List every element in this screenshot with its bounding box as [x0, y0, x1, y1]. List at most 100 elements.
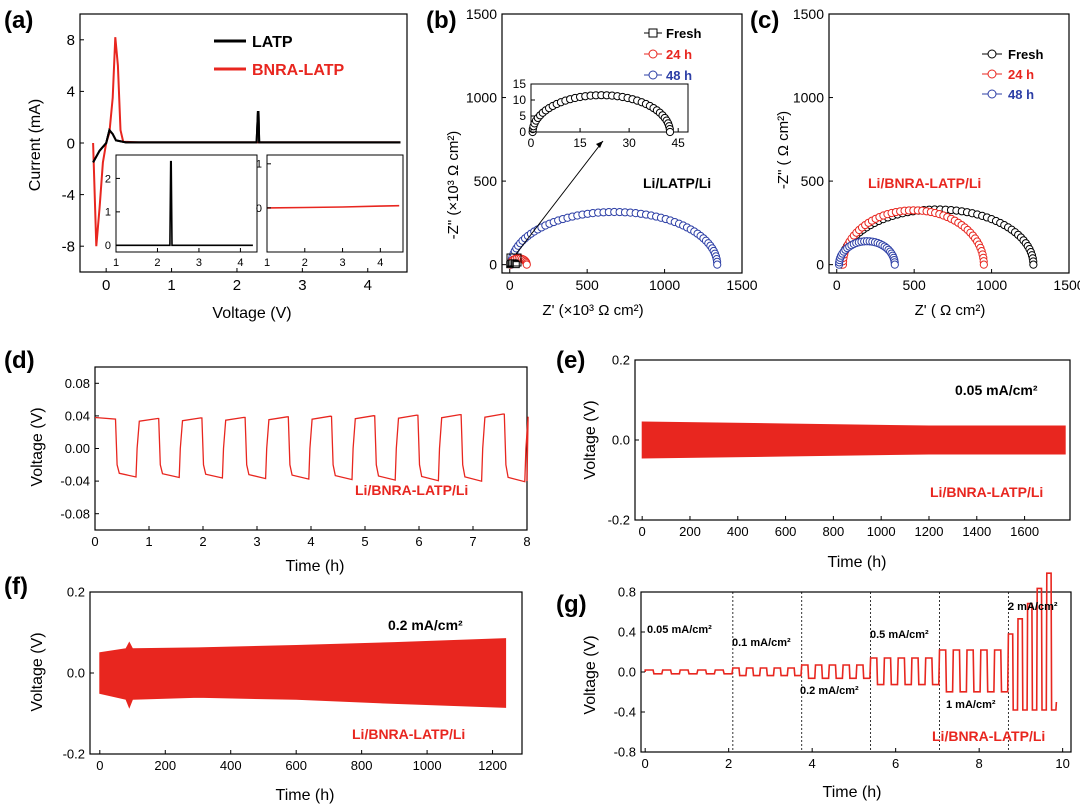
annotation-e: Li/BNRA-LATP/Li — [930, 484, 1043, 500]
b-xtick-label: 1000 — [649, 277, 680, 293]
e-xtick-label: 1400 — [962, 524, 991, 539]
a-inset2-xtick-label: 1 — [264, 257, 270, 269]
xlabel-b: Z' (×10³ Ω cm²) — [542, 302, 643, 319]
d-xtick-label: 6 — [415, 534, 422, 549]
inset1-bg — [117, 156, 256, 251]
a-inset2-xtick-label: 3 — [339, 257, 345, 269]
xlabel-a: Voltage (V) — [212, 305, 291, 322]
annotation-b: Li/LATP/Li — [643, 175, 711, 191]
a-ytick-label: -4 — [62, 187, 75, 204]
c-xtick-label: 500 — [902, 277, 926, 293]
annotation-c: Li/BNRA-LATP/Li — [868, 175, 981, 191]
d-ytick-label: 0.00 — [65, 441, 90, 456]
marks-a — [92, 37, 404, 253]
ylabel-g: Voltage (V) — [582, 635, 599, 714]
marks-e — [641, 421, 1066, 459]
a-inset2-xtick-label: 4 — [377, 257, 383, 269]
a-xtick-label: 1 — [167, 277, 175, 294]
band-e — [641, 421, 1066, 459]
d-xtick-label: 8 — [523, 534, 530, 549]
rate-label-g-5: 1 mA/cm² — [946, 699, 996, 711]
e-xtick-label: 800 — [823, 524, 845, 539]
b-inset-ytick-label: 10 — [513, 93, 527, 107]
f-xtick-label: 400 — [220, 758, 242, 773]
inset1-border — [115, 154, 258, 253]
f-xtick-label: 600 — [285, 758, 307, 773]
g-ytick-label: -0.4 — [614, 705, 636, 720]
d-ytick-label: 0.08 — [65, 376, 90, 391]
d-xtick-label: 0 — [91, 534, 98, 549]
f-xtick-label: 0 — [96, 758, 103, 773]
d-ytick-label: -0.08 — [60, 506, 90, 521]
point-fresh — [665, 127, 675, 137]
g-ytick-label: 0.0 — [618, 665, 636, 680]
b-inset-ytick-label: 5 — [519, 109, 526, 123]
ylabel-d: Voltage (V) — [29, 407, 46, 486]
a-inset1-ytick-label: 1 — [105, 207, 111, 219]
current-density-e: 0.05 mA/cm² — [955, 382, 1038, 398]
annotation-g: Li/BNRA-LATP/Li — [932, 728, 1045, 744]
annotation-f: Li/BNRA-LATP/Li — [352, 726, 465, 742]
f-ytick-label: -0.2 — [63, 747, 85, 762]
c-ytick-label: 1500 — [793, 6, 824, 22]
a-inset2-ytick-label: 0 — [256, 203, 262, 215]
b-ytick-label: 1500 — [466, 6, 497, 22]
rate-label-g-3: 0.2 mA/cm² — [800, 685, 859, 697]
a-inset1-ytick-label: 0 — [105, 240, 111, 252]
xlabel-e: Time (h) — [828, 554, 887, 571]
a-ytick-label: 0 — [67, 135, 75, 152]
b-xtick-label: 500 — [575, 277, 599, 293]
f-ytick-label: 0.0 — [67, 666, 85, 681]
rate-label-g-6: 2 mA/cm² — [1008, 601, 1058, 613]
panel-label-d: (d) — [4, 347, 35, 374]
zoom-box — [506, 253, 522, 267]
g-xtick-label: 4 — [809, 756, 816, 771]
d-xtick-label: 5 — [361, 534, 368, 549]
c-xtick-label: 1500 — [1053, 277, 1080, 293]
b-inset-ytick-label: 15 — [513, 77, 527, 91]
xlabel-f: Time (h) — [276, 787, 335, 804]
series-voltage-g — [644, 572, 1058, 711]
rate-label-g-2: 0.1 mA/cm² — [732, 637, 791, 649]
a-ytick-label: 4 — [67, 84, 75, 101]
a-ytick-label: 8 — [67, 32, 75, 49]
e-xtick-label: 0 — [639, 524, 646, 539]
a-xtick-label: 3 — [298, 277, 306, 294]
b-ytick-label: 500 — [474, 173, 498, 189]
series-latp-top — [92, 111, 401, 163]
inset2-series-bnra — [266, 204, 400, 209]
a-xtick-label: 0 — [102, 277, 110, 294]
series-voltage-d — [94, 413, 529, 483]
f-xtick-label: 1200 — [478, 758, 507, 773]
point-48h — [890, 260, 899, 269]
legend-b-24h-mark — [648, 49, 658, 59]
f-xtick-label: 1000 — [413, 758, 442, 773]
b-inset-xtick-label: 15 — [573, 136, 587, 150]
e-xtick-label: 200 — [679, 524, 701, 539]
panel-label-e: (e) — [556, 347, 585, 374]
a-inset1-ytick-label: 2 — [105, 173, 111, 185]
a-xtick-label: 4 — [364, 277, 372, 294]
ylabel-f: Voltage (V) — [29, 632, 46, 711]
a-inset1-xtick-label: 3 — [196, 257, 202, 269]
zoom-arrow — [515, 140, 604, 255]
frame-c — [828, 13, 1070, 274]
c-xtick-label: 1000 — [976, 277, 1007, 293]
current-density-f: 0.2 mA/cm² — [388, 617, 463, 633]
c-ytick-label: 0 — [816, 257, 824, 273]
panel-label-f: (f) — [4, 573, 28, 600]
b-xtick-label: 1500 — [726, 277, 757, 293]
legend-c-fresh: Fresh — [1008, 47, 1043, 62]
zoom-arrowhead — [596, 141, 603, 148]
panel-label-c: (c) — [750, 7, 779, 34]
a-inset1-xtick-label: 4 — [237, 257, 243, 269]
e-ytick-label: 0.0 — [612, 433, 630, 448]
b-inset-xtick-label: 30 — [622, 136, 636, 150]
e-ytick-label: -0.2 — [608, 513, 630, 528]
e-xtick-label: 1600 — [1010, 524, 1039, 539]
legend-c-48h: 48 h — [1008, 87, 1034, 102]
a-inset1-xtick-label: 1 — [113, 257, 119, 269]
a-ytick-label: -8 — [62, 238, 75, 255]
marks-b — [506, 83, 722, 269]
